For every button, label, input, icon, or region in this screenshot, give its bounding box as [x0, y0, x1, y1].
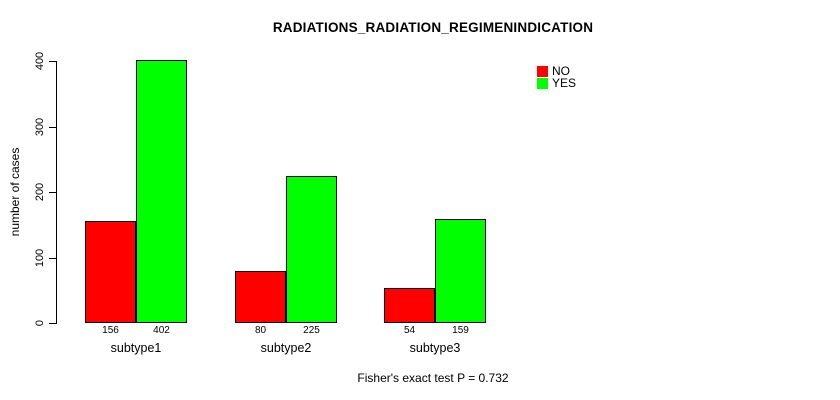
bar-no-subtype2 — [235, 271, 286, 323]
legend-label-yes: YES — [552, 76, 577, 90]
bar-value-label: 156 — [102, 325, 119, 336]
annotation-text: Fisher's exact test P = 0.732 — [357, 371, 509, 385]
legend-item-yes: YES — [537, 77, 576, 89]
y-tick — [49, 61, 57, 62]
y-tick-label: 400 — [34, 51, 46, 71]
y-tick-label: 200 — [34, 182, 46, 202]
legend-swatch-no — [537, 65, 548, 77]
category-label-subtype1: subtype1 — [110, 341, 162, 355]
bar-value-label: 402 — [153, 325, 170, 336]
bar-value-label: 225 — [303, 325, 320, 336]
y-tick-label: 300 — [34, 117, 46, 137]
y-tick-label: 0 — [34, 319, 46, 327]
legend-label-no: NO — [552, 64, 570, 78]
y-tick — [49, 127, 57, 128]
chart-title: RADIATIONS_RADIATION_REGIMENINDICATION — [272, 20, 594, 35]
bar-value-label: 54 — [403, 325, 416, 336]
bar-yes-subtype3 — [435, 219, 486, 323]
legend: NO YES — [537, 65, 576, 89]
y-tick — [49, 258, 57, 259]
bar-no-subtype1 — [85, 221, 136, 323]
bar-no-subtype3 — [384, 288, 435, 323]
y-tick-label: 100 — [34, 248, 46, 268]
category-label-subtype2: subtype2 — [260, 341, 312, 355]
y-tick — [49, 323, 57, 324]
y-tick — [49, 192, 57, 193]
legend-item-no: NO — [537, 65, 576, 77]
y-axis-label: number of cases — [8, 147, 22, 237]
bar-value-label: 159 — [452, 325, 469, 336]
category-label-subtype3: subtype3 — [409, 341, 461, 355]
legend-swatch-yes — [537, 77, 548, 89]
bar-yes-subtype1 — [136, 60, 187, 323]
bar-yes-subtype2 — [286, 176, 337, 323]
bar-value-label: 80 — [254, 325, 267, 336]
